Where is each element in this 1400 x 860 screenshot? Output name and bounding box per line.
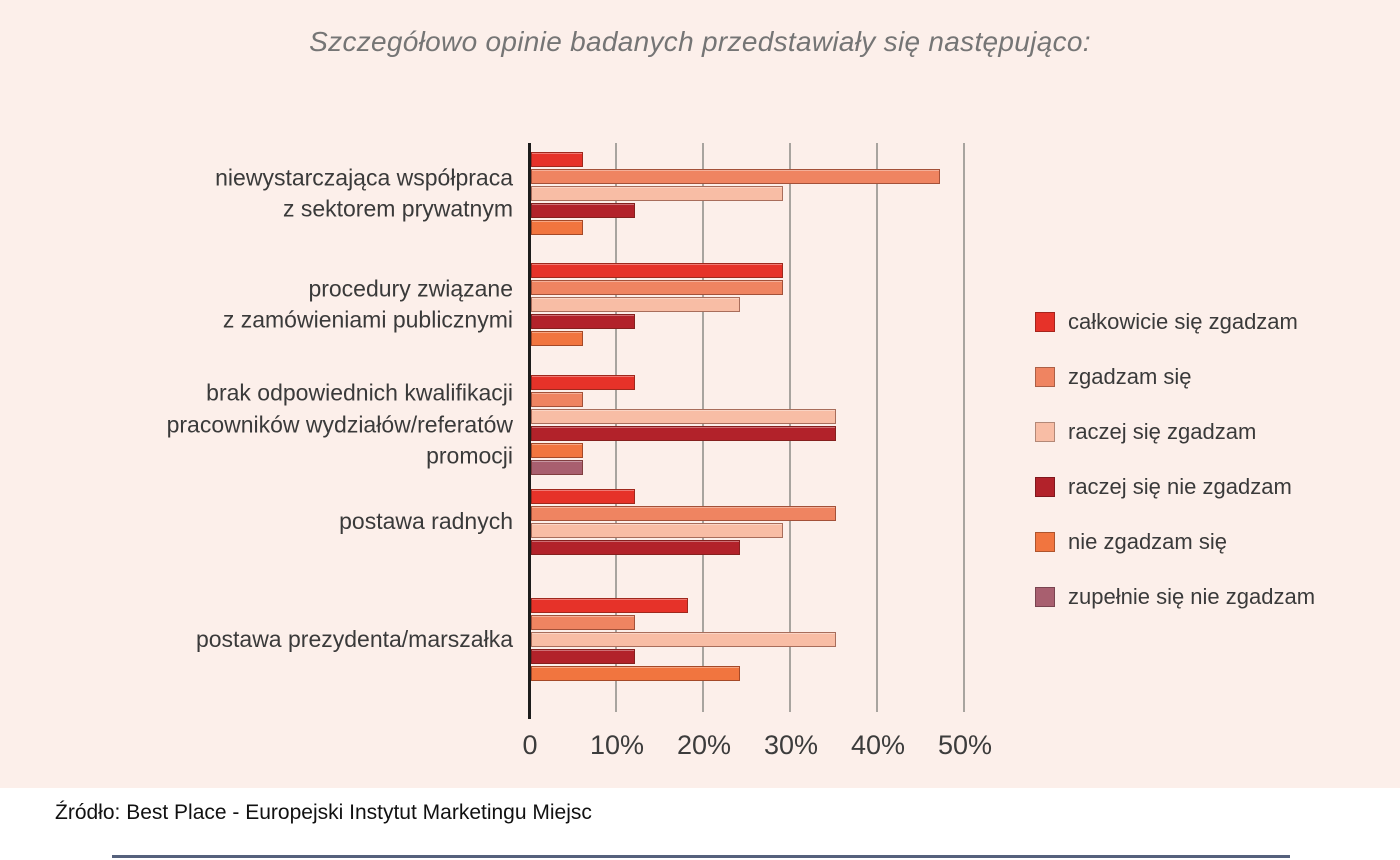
bar [531,152,583,167]
bar [531,263,783,278]
bar [531,220,583,235]
legend-label: raczej się nie zgadzam [1068,474,1292,499]
legend-item: raczej się nie zgadzam [1035,474,1315,499]
legend-swatch [1035,532,1055,552]
x-tick-label: 50% [937,730,993,760]
bar [531,314,635,329]
x-tick-label: 20% [676,730,732,760]
bar [531,331,583,346]
category-label: niewystarczająca współpraca z sektorem p… [215,163,513,222]
legend-label: raczej się zgadzam [1068,419,1257,444]
legend-item: całkowicie się zgadzam [1035,309,1315,334]
bar [531,297,740,312]
bar [531,649,635,664]
legend-label: zupełnie się nie zgadzam [1068,584,1316,609]
x-tick-label: 40% [850,730,906,760]
bar [531,489,635,504]
legend-swatch [1035,367,1055,387]
legend-item: zgadzam się [1035,364,1315,389]
bar [531,523,783,538]
background-panel [0,0,1400,788]
chart-title: Szczegółowo opinie badanych przedstawiał… [309,26,1091,57]
legend-swatch [1035,587,1055,607]
bar [531,666,740,681]
gridline [876,143,878,712]
bar [531,203,635,218]
bar [531,632,836,647]
legend-label: zgadzam się [1068,364,1192,389]
x-tick-label: 30% [763,730,819,760]
legend-label: nie zgadzam się [1068,529,1227,554]
bar [531,186,783,201]
legend-swatch [1035,422,1055,442]
bar [531,598,688,613]
bar [531,280,783,295]
bar [531,540,740,555]
x-tick-label: 10% [589,730,645,760]
y-axis-line [528,143,531,719]
category-label: procedury związane z zamówieniami public… [222,274,513,333]
x-tick-label: 0 [522,730,538,760]
bar [531,392,583,407]
legend-item: raczej się zgadzam [1035,419,1315,444]
bar [531,615,635,630]
bar [531,460,583,475]
source-text: Źródło: Best Place - Europejski Instytut… [55,801,592,824]
plot-area [528,143,968,719]
x-axis-ticks: 0 10% 20% 30% 40% 50% [522,730,992,770]
category-label: postawa prezydenta/marszałka [195,625,513,652]
legend-item: zupełnie się nie zgadzam [1035,584,1316,609]
legend-item: nie zgadzam się [1035,529,1315,554]
category-label: brak odpowiednich kwalifikacji pracownik… [166,379,513,469]
legend-swatch [1035,312,1055,332]
footer-rule [112,855,1290,858]
category-label: postawa radnych [339,508,513,535]
bar [531,443,583,458]
bar [531,506,836,521]
bar [531,409,836,424]
category-labels: niewystarczająca współpraca z sektorem p… [95,143,513,715]
bar [531,375,635,390]
legend: całkowicie się zgadzam zgadzam się raczej … [1035,309,1316,609]
bar [531,426,836,441]
gridline [963,143,965,712]
bar [531,169,940,184]
legend-label: całkowicie się zgadzam [1068,309,1298,334]
legend-swatch [1035,477,1055,497]
